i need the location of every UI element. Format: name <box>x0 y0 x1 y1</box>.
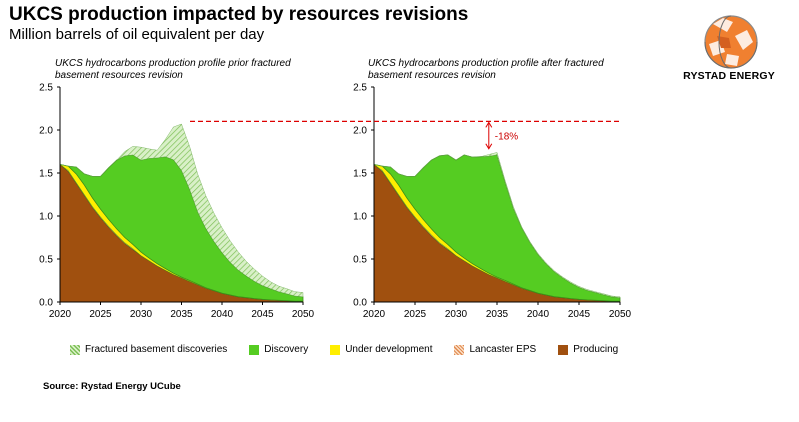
legend-swatch-producing <box>558 344 569 355</box>
x-tick-label: 2045 <box>568 309 591 320</box>
change-label: -18% <box>495 132 518 143</box>
y-tick-label: 0.0 <box>39 298 53 309</box>
arrow-head-up <box>485 121 493 128</box>
charts-canvas: 0.0 0.5 1.0 1.5 2.0 2.5 2020 2025 2030 2035 2040 20… <box>39 83 631 321</box>
y-tick-label: 0.5 <box>353 255 367 266</box>
legend-item-producing: Producing <box>558 344 618 355</box>
y-tick-label: 1.5 <box>39 169 53 180</box>
x-tick-label: 2035 <box>486 309 509 320</box>
legend-label: Discovery <box>264 344 309 355</box>
legend-item-lancaster: Lancaster EPS <box>454 344 536 355</box>
legend-label: Lancaster EPS <box>469 344 537 355</box>
y-tick-label: 2.0 <box>39 126 53 137</box>
x-tick-label: 2035 <box>170 309 193 320</box>
y-tick-label: 2.5 <box>39 83 53 94</box>
globe-logo-icon <box>704 15 758 69</box>
legend-swatch-discovery <box>249 344 260 355</box>
legend-label: Producing <box>573 344 619 355</box>
chart-2-title: UKCS hydrocarbons production profile aft… <box>368 58 604 81</box>
x-tick-label: 2030 <box>445 309 468 320</box>
x-tick-label: 2025 <box>404 309 427 320</box>
page-subtitle: Million barrels of oil equivalent per da… <box>9 26 265 43</box>
y-tick-label: 0.0 <box>353 298 367 309</box>
legend: Fractured basement discoveries Discovery U… <box>70 344 640 355</box>
legend-swatch-lancaster <box>454 344 465 355</box>
page-title: UKCS production impacted by resources re… <box>9 4 469 25</box>
legend-item-fractured: Fractured basement discoveries <box>70 344 227 355</box>
y-tick-label: 1.0 <box>353 212 367 223</box>
x-tick-label: 2025 <box>89 309 112 320</box>
chart-1-title: UKCS hydrocarbons production profile pri… <box>55 58 291 81</box>
y-tick-label: 1.0 <box>39 212 53 223</box>
y-tick-label: 2.0 <box>353 126 367 137</box>
legend-label: Under development <box>345 344 433 355</box>
legend-swatch-under_development <box>330 344 341 355</box>
x-tick-label: 2020 <box>363 309 386 320</box>
y-tick-label: 0.5 <box>39 255 53 266</box>
x-tick-label: 2045 <box>251 309 274 320</box>
legend-swatch-fractured <box>70 344 80 355</box>
y-tick-label: 1.5 <box>353 169 367 180</box>
x-tick-label: 2050 <box>609 309 632 320</box>
x-tick-label: 2040 <box>527 309 550 320</box>
x-tick-label: 2020 <box>49 309 72 320</box>
source-note: Source: Rystad Energy UCube <box>43 381 181 392</box>
brand-name: RYSTAD ENERGY <box>683 70 775 82</box>
y-tick-label: 2.5 <box>353 83 367 94</box>
series-area-fractured <box>59 123 304 298</box>
x-tick-label: 2030 <box>130 309 153 320</box>
legend-label: Fractured basement discoveries <box>85 344 228 355</box>
legend-item-under_development: Under development <box>330 344 432 355</box>
arrow-head-down <box>485 143 493 150</box>
x-tick-label: 2040 <box>211 309 234 320</box>
series-area-fractured <box>373 152 621 298</box>
chart-right: 0.0 0.5 1.0 1.5 2.0 2.5 2020 2025 2030 2035 2040 20… <box>353 83 631 321</box>
legend-item-discovery: Discovery <box>249 344 308 355</box>
x-tick-label: 2050 <box>292 309 315 320</box>
chart-left: 0.0 0.5 1.0 1.5 2.0 2.5 2020 2025 2030 2035 2040 20… <box>39 83 314 321</box>
